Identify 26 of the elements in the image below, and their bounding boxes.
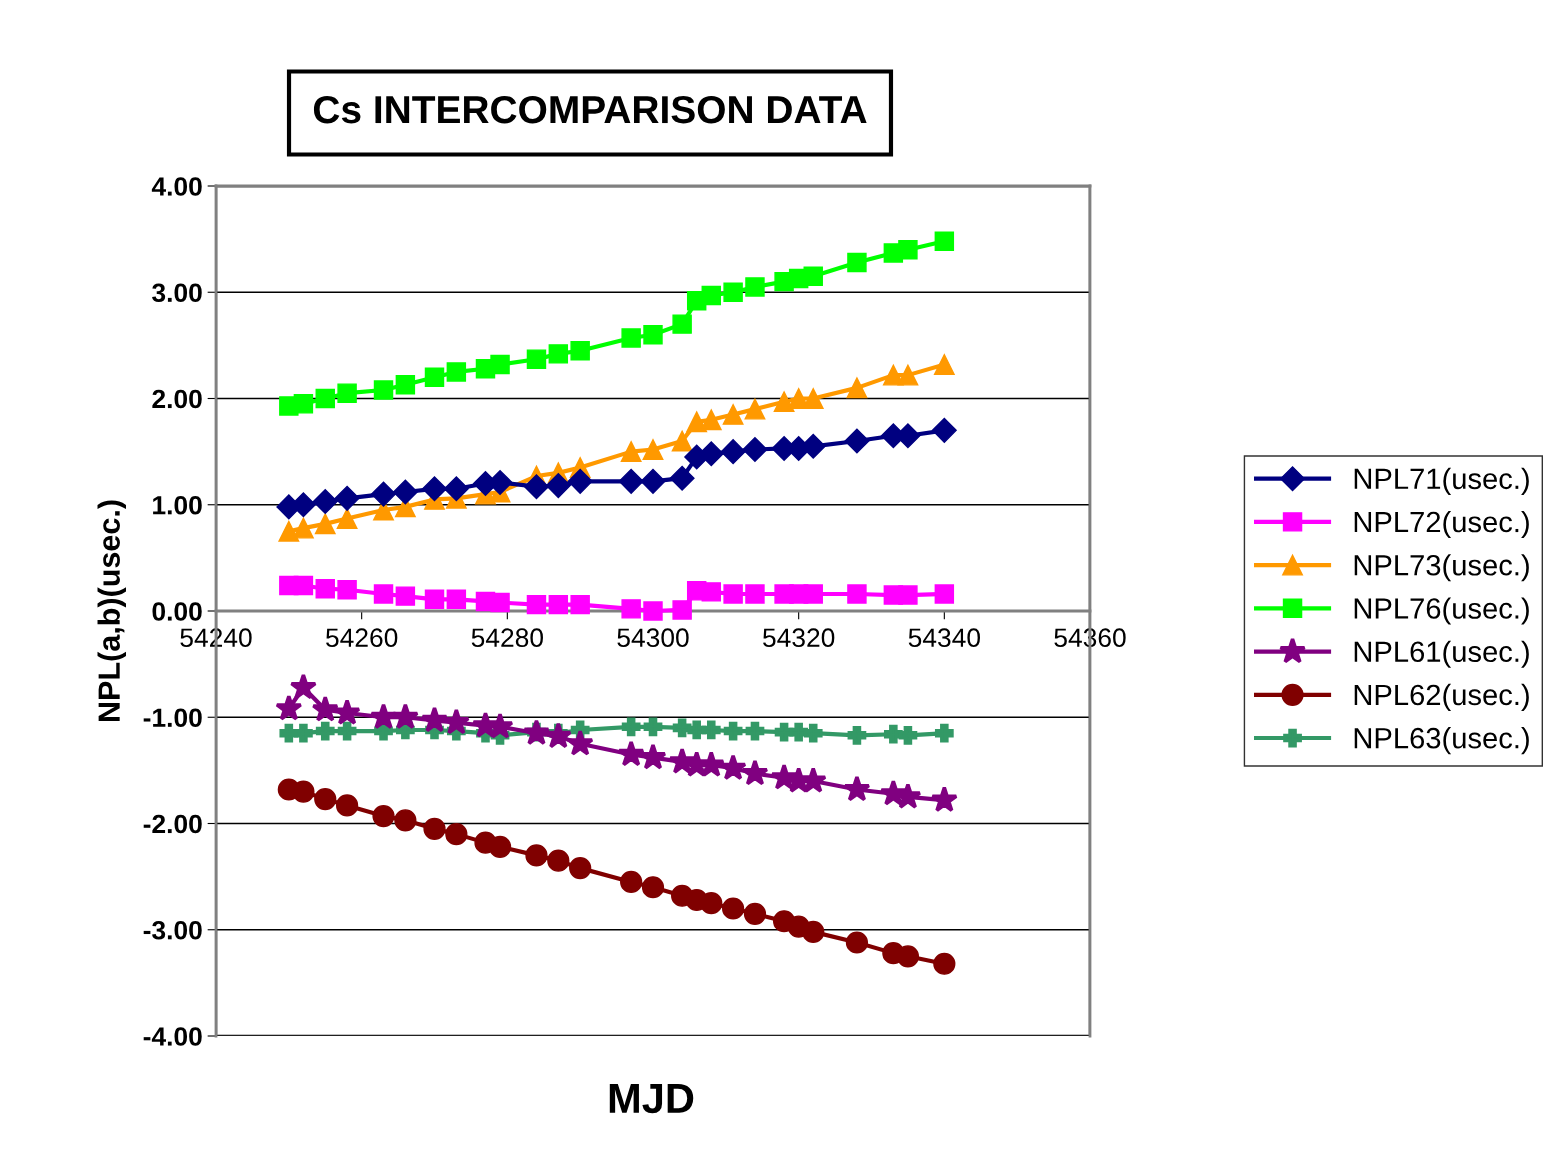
x-tick-label: 54340: [908, 628, 980, 648]
y-tick-label: 2.00: [152, 389, 202, 409]
y-axis-title: NPL(a,b)(usec.): [97, 500, 126, 721]
y-tick-label: -2.00: [143, 814, 202, 834]
legend-label: NPL76(usec.): [1354, 597, 1529, 625]
y-tick-label: 4.00: [151, 177, 202, 196]
legend-label: NPL73(usec.): [1354, 554, 1529, 582]
y-tick-label: -4.00: [143, 1027, 202, 1046]
x-tick-label: 54320: [763, 628, 835, 648]
x-axis-title: MJD: [609, 1084, 694, 1114]
legend-label: NPL62(usec.): [1354, 683, 1529, 712]
chart-title: Cs INTERCOMPARISON DATA: [313, 95, 867, 124]
y-tick-label: 1.00: [153, 495, 202, 515]
legend-label: NPL71(usec.): [1354, 467, 1529, 495]
x-tick-label: 54260: [326, 628, 398, 648]
x-tick-label: 54280: [471, 628, 543, 648]
legend-label: NPL72(usec.): [1354, 510, 1529, 539]
y-tick-label: 0.00: [152, 602, 202, 621]
legend-label: NPL61(usec.): [1354, 640, 1529, 668]
x-tick-label: 54360: [1054, 628, 1126, 648]
y-tick-label: -1.00: [143, 708, 202, 728]
y-tick-label: -3.00: [143, 920, 202, 940]
x-tick-label: 54300: [617, 628, 689, 648]
y-tick-label: 3.00: [152, 283, 202, 303]
legend-label: NPL63(usec.): [1354, 727, 1529, 755]
x-tick-label: 54240: [180, 628, 252, 648]
